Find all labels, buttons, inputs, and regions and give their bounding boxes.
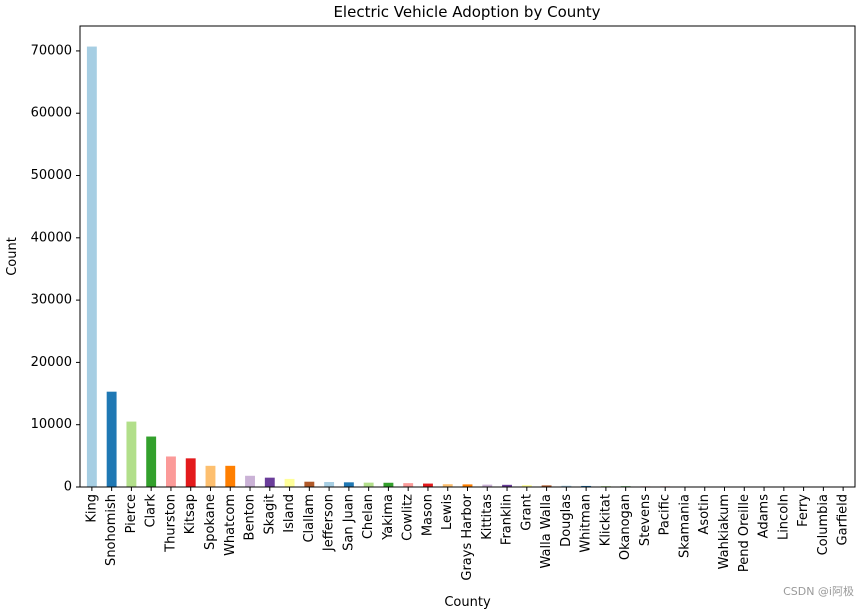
watermark: CSDN @i阿极 bbox=[783, 585, 854, 598]
y-axis: 0 10000 20000 30000 40000 50000 60000 70000 bbox=[31, 43, 80, 495]
x-tick-label: Clallam bbox=[302, 494, 317, 543]
bar-lewis bbox=[442, 484, 453, 487]
x-tick-label: Kitsap bbox=[183, 494, 198, 534]
x-tick-label: Benton bbox=[243, 494, 258, 540]
bar-whatcom bbox=[225, 465, 236, 487]
x-tick-label: Pierce bbox=[124, 494, 139, 533]
x-tick-label: Klickitat bbox=[598, 494, 613, 546]
x-tick-label: Yakima bbox=[381, 494, 396, 541]
bar-skagit bbox=[264, 477, 275, 487]
x-tick-label: Ferry bbox=[796, 494, 811, 527]
x-tick-label: Whatcom bbox=[223, 494, 238, 556]
bar-franklin bbox=[502, 484, 512, 487]
bar-benton bbox=[245, 475, 255, 487]
x-tick-label: Chelan bbox=[361, 494, 376, 539]
bar-whitman bbox=[581, 485, 592, 487]
bar-chelan bbox=[363, 482, 374, 487]
bar-grant bbox=[521, 485, 532, 487]
x-tick-label: Thurston bbox=[163, 494, 178, 553]
x-tick-label: Lincoln bbox=[776, 494, 791, 540]
y-tick-label: 50000 bbox=[31, 168, 72, 183]
bar-jefferson bbox=[324, 482, 335, 487]
x-tick-label: Lewis bbox=[440, 494, 455, 530]
bar-clallam bbox=[304, 481, 315, 487]
x-tick-label: Okanogan bbox=[618, 494, 633, 560]
x-axis: King Snohomish Pierce Clark Thurston Kitsap Sp… bbox=[84, 487, 851, 581]
y-axis-label: Count bbox=[5, 237, 20, 276]
bar-mason bbox=[423, 483, 433, 487]
x-tick-label: Whitman bbox=[579, 494, 594, 553]
x-tick-label: Jefferson bbox=[322, 494, 337, 552]
x-tick-label: Spokane bbox=[203, 494, 218, 550]
bar-pierce bbox=[126, 421, 137, 487]
chart-title: Electric Vehicle Adoption by County bbox=[333, 3, 600, 21]
x-tick-label: Mason bbox=[420, 494, 435, 536]
x-tick-label: Pacific bbox=[658, 494, 673, 535]
y-tick-label: 30000 bbox=[31, 293, 72, 308]
bar-walla-walla bbox=[541, 485, 552, 487]
x-tick-label: Garfield bbox=[836, 494, 851, 545]
y-tick-label: 40000 bbox=[31, 230, 72, 245]
x-tick-label: Island bbox=[282, 494, 297, 533]
x-axis-label: County bbox=[444, 595, 491, 609]
bar-thurston bbox=[166, 456, 176, 487]
x-tick-label: Wahkiakum bbox=[717, 494, 732, 569]
bar-san-juan bbox=[343, 482, 354, 487]
bar-cowlitz bbox=[403, 483, 414, 487]
x-tick-label: Clark bbox=[144, 494, 159, 528]
x-tick-label: Franklin bbox=[500, 494, 515, 545]
x-tick-label: Douglas bbox=[559, 494, 574, 547]
y-tick-label: 20000 bbox=[31, 355, 72, 370]
x-tick-label: Cowlitz bbox=[401, 494, 416, 541]
x-tick-label: Skagit bbox=[262, 494, 277, 534]
y-tick-label: 60000 bbox=[31, 106, 72, 121]
x-tick-label: Stevens bbox=[638, 494, 653, 546]
bar-kitsap bbox=[185, 458, 196, 487]
x-tick-label: Snohomish bbox=[104, 494, 119, 566]
x-tick-label: Columbia bbox=[816, 494, 831, 555]
x-tick-label: Pend Oreille bbox=[737, 494, 752, 572]
x-tick-label: King bbox=[84, 494, 99, 523]
y-tick-label: 10000 bbox=[31, 417, 72, 432]
x-tick-label: Asotin bbox=[697, 494, 712, 535]
x-tick-label: Skamania bbox=[677, 494, 692, 558]
bar-clark bbox=[146, 436, 157, 487]
bars-group bbox=[86, 46, 849, 488]
bar-king bbox=[86, 46, 97, 488]
x-tick-label: Adams bbox=[757, 494, 772, 539]
x-tick-label: Kittitas bbox=[480, 494, 495, 540]
bar-kittitas bbox=[482, 484, 493, 487]
bar-snohomish bbox=[106, 391, 117, 487]
y-tick-label: 70000 bbox=[31, 43, 72, 58]
bar-spokane bbox=[205, 465, 216, 487]
x-tick-label: Grant bbox=[519, 494, 534, 531]
bar-island bbox=[284, 478, 295, 487]
bar-grays-harbor bbox=[462, 484, 473, 487]
x-tick-label: Walla Walla bbox=[539, 494, 554, 569]
y-tick-label: 0 bbox=[64, 480, 72, 495]
x-tick-label: San Juan bbox=[341, 494, 356, 551]
bar-yakima bbox=[383, 482, 394, 487]
bar-douglas bbox=[561, 485, 572, 487]
x-tick-label: Grays Harbor bbox=[460, 493, 475, 580]
plot-frame bbox=[79, 25, 856, 488]
